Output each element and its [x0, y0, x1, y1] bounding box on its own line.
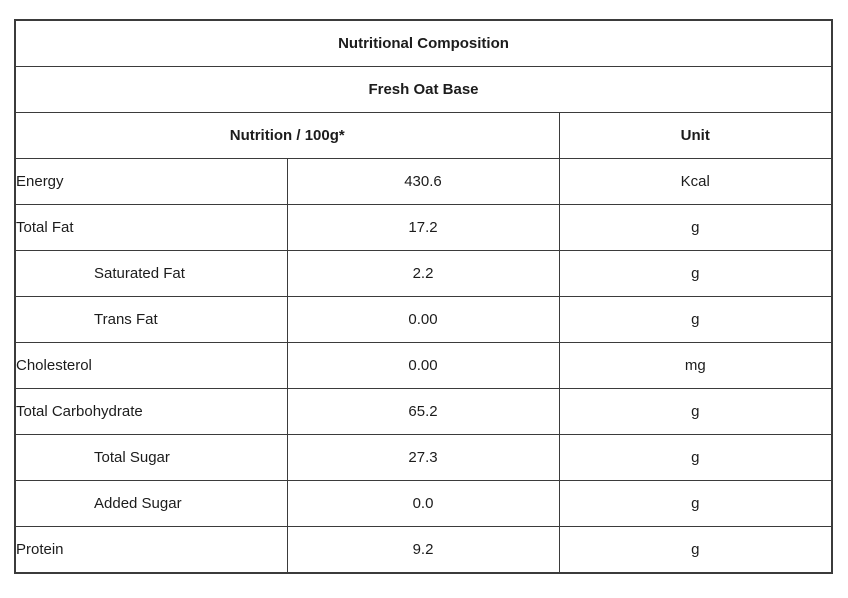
title-row: Nutritional Composition — [14, 19, 833, 67]
table-subtitle: Fresh Oat Base — [14, 66, 833, 113]
table-row-cholesterol: Cholesterol 0.00 mg — [14, 342, 833, 389]
row-label: Saturated Fat — [14, 250, 288, 297]
table-title: Nutritional Composition — [14, 19, 833, 67]
table-row-protein: Protein 9.2 g — [14, 526, 833, 574]
row-value: 0.00 — [286, 296, 560, 343]
table-row-trans-fat: Trans Fat 0.00 g — [14, 296, 833, 343]
row-unit: g — [558, 250, 833, 297]
row-value: 2.2 — [286, 250, 560, 297]
table-row-total-sugar: Total Sugar 27.3 g — [14, 434, 833, 481]
row-value: 0.00 — [286, 342, 560, 389]
row-unit: mg — [558, 342, 833, 389]
row-label: Total Fat — [14, 204, 288, 251]
row-label: Cholesterol — [14, 342, 288, 389]
row-value: 0.0 — [286, 480, 560, 527]
table-row-saturated-fat: Saturated Fat 2.2 g — [14, 250, 833, 297]
row-label: Added Sugar — [14, 480, 288, 527]
row-value: 27.3 — [286, 434, 560, 481]
row-label: Total Sugar — [14, 434, 288, 481]
nutrition-per-100g-header: Nutrition / 100g* — [14, 112, 560, 159]
row-value: 65.2 — [286, 388, 560, 435]
row-unit: g — [558, 526, 833, 574]
table-row-added-sugar: Added Sugar 0.0 g — [14, 480, 833, 527]
table-row-total-carbohydrate: Total Carbohydrate 65.2 g — [14, 388, 833, 435]
row-label: Protein — [14, 526, 288, 574]
nutrition-table: Nutritional Composition Fresh Oat Base N… — [14, 19, 833, 574]
table-row-energy: Energy 430.6 Kcal — [14, 158, 833, 205]
row-unit: g — [558, 434, 833, 481]
row-unit: g — [558, 296, 833, 343]
row-label: Total Carbohydrate — [14, 388, 288, 435]
subtitle-row: Fresh Oat Base — [14, 66, 833, 113]
table-row-total-fat: Total Fat 17.2 g — [14, 204, 833, 251]
row-label: Trans Fat — [14, 296, 288, 343]
column-header-row: Nutrition / 100g* Unit — [14, 112, 833, 159]
row-label: Energy — [14, 158, 288, 205]
row-value: 9.2 — [286, 526, 560, 574]
row-unit: g — [558, 388, 833, 435]
row-unit: g — [558, 480, 833, 527]
row-unit: g — [558, 204, 833, 251]
unit-header: Unit — [558, 112, 833, 159]
row-value: 430.6 — [286, 158, 560, 205]
row-value: 17.2 — [286, 204, 560, 251]
row-unit: Kcal — [558, 158, 833, 205]
